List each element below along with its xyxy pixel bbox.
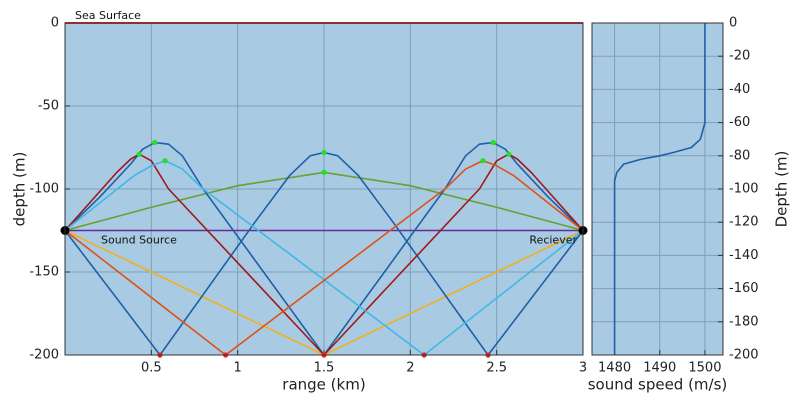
y-tick-label: -120 xyxy=(729,215,759,230)
x-tick-label: 0.5 xyxy=(141,361,162,376)
marker xyxy=(480,158,486,164)
x-tick-label: 1490 xyxy=(643,361,676,376)
y-tick-label: -140 xyxy=(729,248,759,263)
x-tick-label: 1 xyxy=(234,361,242,376)
y-tick-label: -200 xyxy=(729,348,759,363)
y-tick-label: 0 xyxy=(729,16,737,31)
x-axis-label: range (km) xyxy=(282,376,365,394)
x-tick-label: 2 xyxy=(406,361,414,376)
y-tick-label: -20 xyxy=(729,49,750,64)
x-tick-label: 3 xyxy=(579,361,587,376)
marker xyxy=(162,158,168,164)
marker xyxy=(136,151,142,157)
y-tick-label: -160 xyxy=(729,281,759,296)
y-tick-label: -180 xyxy=(729,314,759,329)
marker xyxy=(490,139,496,146)
source-label: Sound Source xyxy=(101,234,177,247)
marker xyxy=(321,149,327,156)
x-tick-label: 2.5 xyxy=(486,361,507,376)
ray-line xyxy=(613,23,706,355)
y-tick-label: -100 xyxy=(729,182,759,197)
y-tick-label: -40 xyxy=(729,82,750,97)
marker xyxy=(321,169,327,175)
receiver-label: Reciever xyxy=(529,234,577,247)
marker xyxy=(506,151,512,157)
ray-line xyxy=(64,159,584,356)
surface-label: Sea Surface xyxy=(75,9,141,22)
x-tick-label: 1500 xyxy=(688,361,721,376)
x-tick-label: 1480 xyxy=(598,361,631,376)
y-tick-label: -80 xyxy=(729,148,750,163)
y-tick-label: -100 xyxy=(29,182,59,197)
y-axis-label: depth (m) xyxy=(11,152,29,227)
marker xyxy=(152,139,158,146)
y-tick-label: -50 xyxy=(38,99,59,114)
x-axis-label: sound speed (m/s) xyxy=(588,376,728,394)
y-tick-label: -60 xyxy=(729,115,750,130)
y-tick-label: -150 xyxy=(29,265,59,280)
y-tick-label: 0 xyxy=(51,16,59,31)
y-tick-label: -200 xyxy=(29,348,59,363)
y-axis-label: Depth (m) xyxy=(773,151,791,228)
plot-frame xyxy=(64,22,584,356)
plot-frame xyxy=(591,22,724,356)
ray-line xyxy=(64,159,584,356)
x-tick-label: 1.5 xyxy=(314,361,335,376)
